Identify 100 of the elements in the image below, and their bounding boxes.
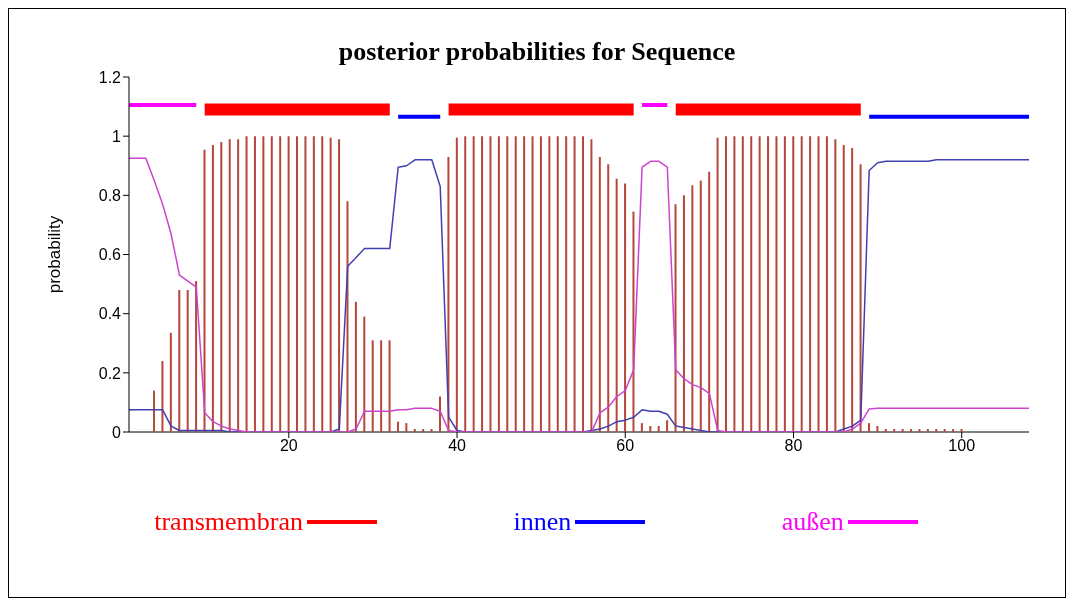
bar [539,136,542,432]
bar [253,136,256,432]
bar [590,139,593,432]
bar [952,429,955,432]
bar [531,136,534,432]
x-tick-label: 100 [948,437,976,455]
bar [607,164,610,432]
bar [767,136,770,432]
bar [657,426,660,432]
bar [354,301,357,432]
y-tick-label: 0.6 [98,246,122,264]
y-tick-label: 0.8 [98,187,122,205]
x-tick-label: 20 [279,437,298,455]
bar [867,423,870,432]
bar [380,340,383,432]
bar [960,429,963,432]
bar [615,178,618,432]
bar [809,136,812,432]
y-tick-label: 0.2 [98,364,122,382]
bar [329,137,332,432]
bar [514,136,517,432]
y-tick-label: 1.2 [98,68,122,86]
bar [851,148,854,432]
y-tick-label: 0 [112,423,122,441]
y-tick-label: 1 [112,127,122,145]
bar [413,429,416,432]
bar [245,136,248,432]
bar [439,396,442,432]
bar [371,340,374,432]
bar [918,429,921,432]
bar [464,136,467,432]
bar [153,390,156,432]
bar [548,136,551,432]
bar [926,429,929,432]
bar [893,429,896,432]
legend-label: transmembran [154,507,303,537]
bar [901,429,904,432]
legend-label: außen [781,507,844,537]
bar [884,429,887,432]
bar [296,136,299,432]
bar [624,183,627,432]
bar [582,136,584,432]
bar [237,139,240,432]
bar [817,136,820,432]
bar [211,145,214,432]
bar [632,211,635,432]
bar [834,139,837,432]
y-tick-label: 0.4 [98,305,122,323]
bar [708,171,711,432]
bar [321,136,324,432]
y-axis-title: probability [45,215,65,294]
bar [396,421,399,432]
bar [523,136,526,432]
bar [186,290,189,432]
bar [598,156,601,432]
bar [481,136,484,432]
bar [312,136,315,432]
bar [405,423,408,432]
bar [783,136,786,432]
bar [220,142,223,432]
bar [758,136,761,432]
bar [674,204,677,432]
bar [935,429,938,432]
bar [262,136,265,432]
bar [304,136,307,432]
bar [573,136,576,432]
bar [775,136,778,432]
bar [169,332,172,432]
bar [161,361,164,432]
bar [178,290,181,432]
bar [691,185,694,432]
bar [455,137,458,432]
bar [472,136,475,432]
bar [716,137,719,432]
bar [910,429,913,432]
bar [565,136,568,432]
bar [682,195,685,432]
bar [497,136,500,432]
x-tick-label: 80 [784,437,803,455]
bar [943,429,946,432]
bar [640,423,643,432]
bar [287,136,290,432]
bar [750,136,753,432]
bar [876,426,879,432]
bar [363,316,366,432]
bar [338,139,341,432]
x-tick-label: 40 [448,437,467,455]
chart-title: posterior probabilities for Sequence [337,37,737,67]
bar [724,136,727,432]
legend-label: innen [513,507,572,537]
bar [506,136,509,432]
bar [792,136,795,432]
bar [842,145,845,432]
bar [556,136,559,432]
bar [733,136,736,432]
bar [825,136,828,432]
bar [422,429,425,432]
bar [279,136,282,432]
bar [666,420,669,432]
bar [430,429,433,432]
